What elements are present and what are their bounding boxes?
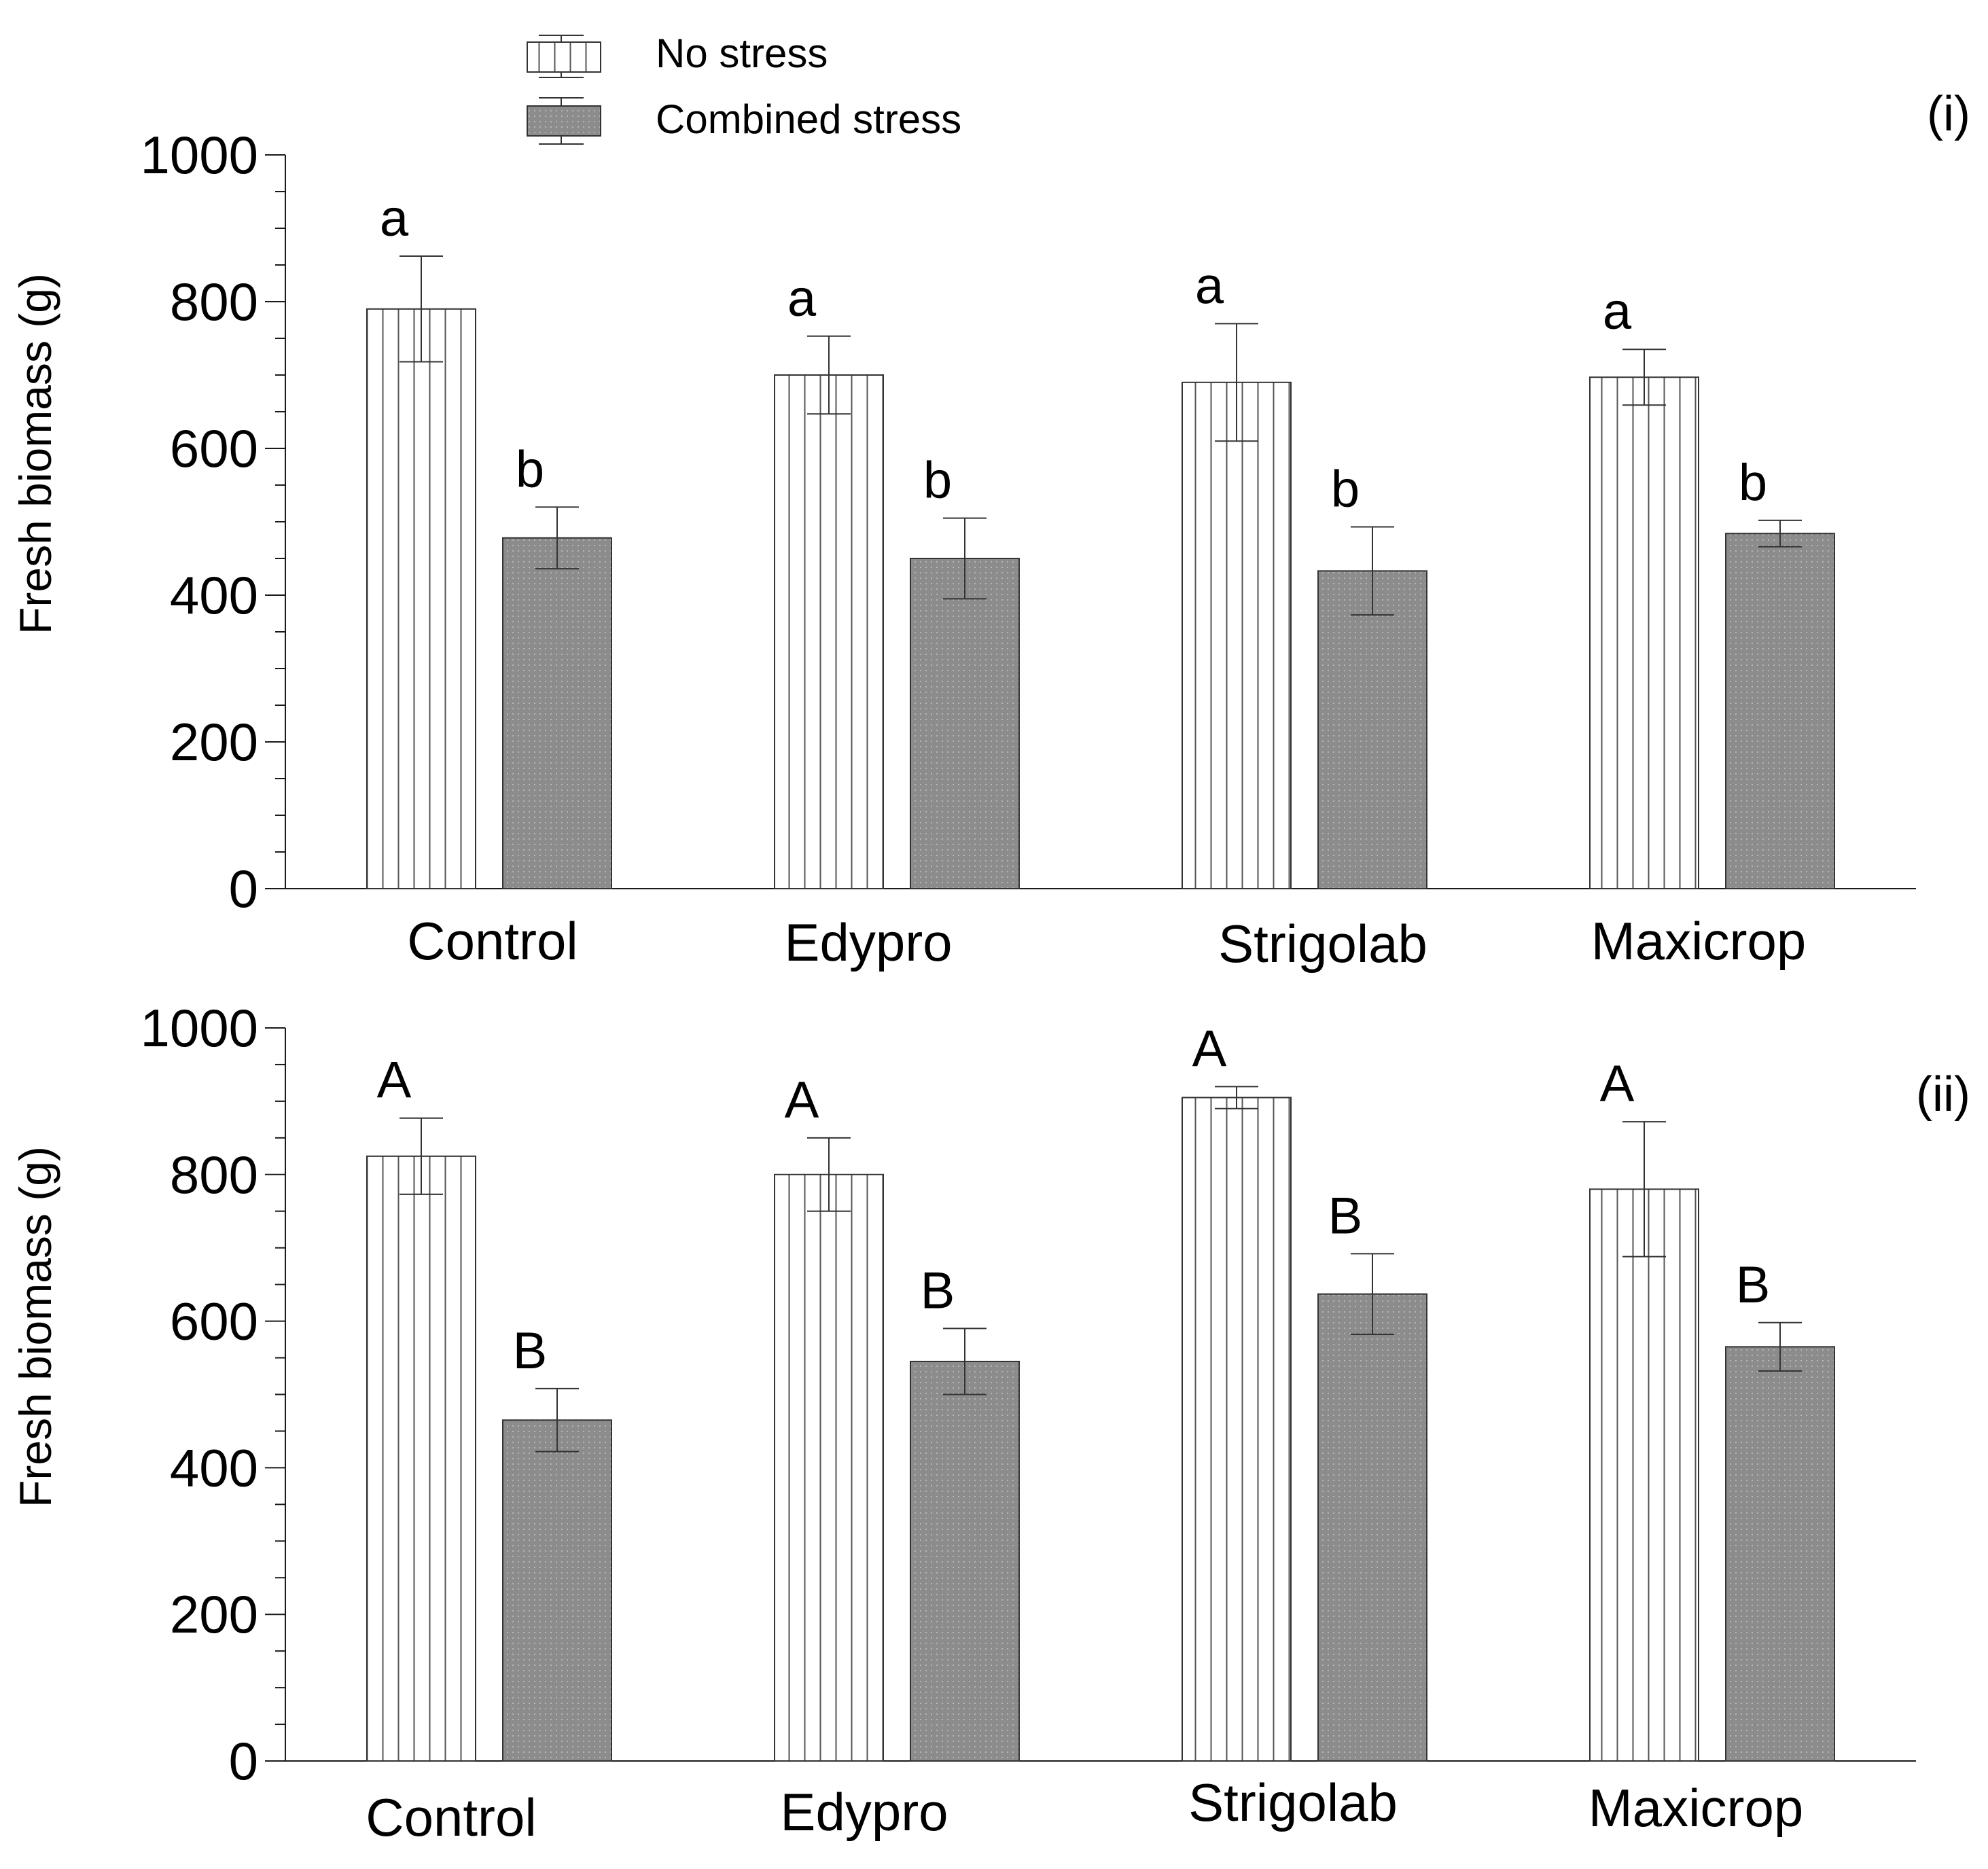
- y-tick-label: 800: [170, 1145, 258, 1205]
- significance-letter: a: [1603, 283, 1632, 340]
- bar-combined-stress-edypro: [910, 1360, 1020, 1762]
- bar-no-stress-control: [366, 308, 476, 889]
- y-tick-label: 600: [170, 419, 258, 478]
- bar-combined-stress-strigolab: [1317, 1293, 1427, 1762]
- y-tick-label: 1000: [140, 998, 258, 1058]
- y-tick-label: 600: [170, 1292, 258, 1351]
- bar-combined-stress-strigolab: [1317, 570, 1427, 889]
- panel-i: 0 200 400 600 800 1000 Fresh biomass (g) (i) Con…: [10, 87, 1970, 974]
- significance-letter: B: [1328, 1187, 1363, 1245]
- legend-item-no-stress: No stress: [527, 31, 828, 78]
- significance-letter: B: [921, 1262, 955, 1319]
- y-tick-label: 400: [170, 1438, 258, 1497]
- panel-ii: 0 200 400 600 800 1000 Fresh biomass (g) (ii) Co…: [10, 998, 1970, 1847]
- significance-letter: A: [377, 1052, 412, 1109]
- significance-letter: A: [1600, 1055, 1635, 1113]
- error-bar-no-stress-edypro: [807, 335, 851, 415]
- error-bar-combined-stress-strigolab: [1351, 526, 1394, 616]
- error-bar-no-stress-control: [400, 1117, 443, 1195]
- y-tick-label: 1000: [140, 125, 258, 185]
- y-axis-label: Fresh biomass (g): [10, 273, 60, 635]
- bar-combined-stress-edypro: [910, 558, 1020, 889]
- legend: No stress Combined stress: [527, 31, 961, 145]
- legend-item-combined-stress: Combined stress: [527, 96, 961, 145]
- category-label-strigolab: Strigolab: [1218, 914, 1427, 974]
- legend-swatch-no-stress: [527, 41, 601, 73]
- significance-letter: b: [923, 452, 952, 510]
- bar-no-stress-strigolab: [1182, 381, 1292, 889]
- bar-no-stress-maxicrop: [1589, 1188, 1699, 1762]
- bar-no-stress-control: [366, 1155, 476, 1762]
- category-label-strigolab: Strigolab: [1188, 1773, 1398, 1832]
- category-label-maxicrop: Maxicrop: [1588, 1778, 1803, 1838]
- significance-letter: b: [516, 440, 544, 498]
- error-bar-no-stress-strigolab: [1215, 323, 1258, 442]
- bar-combined-stress-maxicrop: [1725, 533, 1835, 889]
- y-tick-label: 0: [229, 859, 258, 919]
- y-tick-label: 800: [170, 272, 258, 332]
- error-bar-combined-stress-control: [535, 1387, 579, 1453]
- bar-combined-stress-control: [502, 1419, 612, 1762]
- category-label-edypro: Edypro: [780, 1782, 948, 1842]
- error-bar-no-stress-edypro: [807, 1137, 851, 1212]
- bar-no-stress-edypro: [774, 374, 884, 889]
- error-bar-combined-stress-edypro: [943, 1328, 987, 1395]
- significance-letter: A: [785, 1071, 819, 1129]
- significance-letter: a: [1195, 257, 1224, 315]
- significance-letter: B: [513, 1322, 548, 1380]
- error-bar-combined-stress-maxicrop: [1758, 519, 1802, 548]
- bar-no-stress-edypro: [774, 1173, 884, 1762]
- error-bar-no-stress-maxicrop: [1622, 349, 1666, 406]
- error-bar-combined-stress-control: [535, 506, 579, 570]
- significance-letter: a: [787, 270, 817, 327]
- error-bar-combined-stress-strigolab: [1351, 1253, 1394, 1336]
- error-bar-combined-stress-maxicrop: [1758, 1321, 1802, 1372]
- bar-combined-stress-control: [502, 537, 612, 889]
- error-bar-no-stress-maxicrop: [1622, 1121, 1666, 1258]
- category-label-edypro: Edypro: [784, 912, 952, 972]
- error-bar-combined-stress-edypro: [943, 517, 987, 600]
- category-label-control: Control: [407, 911, 578, 971]
- bar-combined-stress-maxicrop: [1725, 1346, 1835, 1762]
- legend-label-combined-stress: Combined stress: [656, 96, 961, 142]
- significance-letter: B: [1736, 1256, 1771, 1314]
- significance-letter: b: [1739, 454, 1767, 512]
- significance-letter: a: [380, 190, 409, 247]
- significance-letter: A: [1192, 1020, 1227, 1078]
- category-label-control: Control: [366, 1787, 536, 1847]
- y-tick-label: 0: [229, 1731, 258, 1791]
- panel-label: (i): [1927, 87, 1970, 141]
- legend-label-no-stress: No stress: [656, 31, 828, 76]
- panel-label: (ii): [1916, 1067, 1970, 1122]
- legend-swatch-combined-stress: [527, 105, 601, 137]
- significance-letter: b: [1331, 461, 1360, 518]
- error-bar-no-stress-control: [400, 255, 443, 363]
- bar-no-stress-maxicrop: [1589, 376, 1699, 889]
- y-axis-label: Fresh biomass (g): [10, 1146, 60, 1508]
- y-tick-label: 200: [170, 712, 258, 772]
- y-tick-label: 200: [170, 1584, 258, 1644]
- y-tick-label: 400: [170, 565, 258, 625]
- category-label-maxicrop: Maxicrop: [1591, 911, 1806, 971]
- bar-no-stress-strigolab: [1182, 1097, 1292, 1762]
- error-bar-no-stress-strigolab: [1215, 1086, 1258, 1109]
